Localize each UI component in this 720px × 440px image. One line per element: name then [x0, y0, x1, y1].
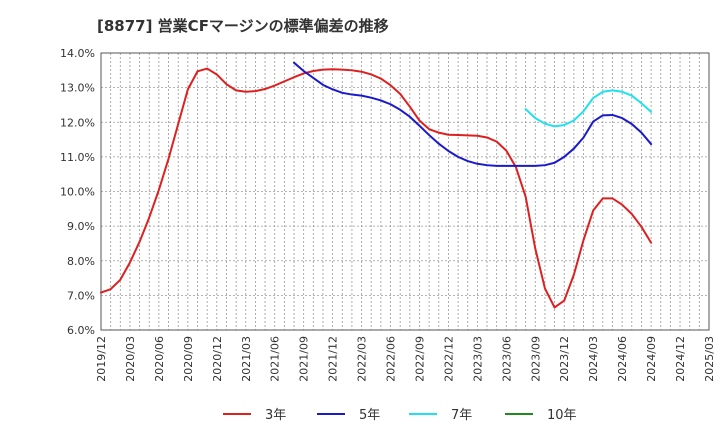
y-tick-label: 6.0%	[67, 324, 95, 337]
x-tick-label: 2020/12	[211, 336, 224, 382]
y-tick-label: 12.0%	[60, 116, 95, 129]
x-tick-label: 2024/09	[645, 336, 658, 382]
x-tick-label: 2021/06	[269, 336, 282, 382]
x-tick-label: 2020/09	[182, 336, 195, 382]
series-line-2	[293, 61, 653, 167]
x-tick-label: 2023/09	[529, 336, 542, 382]
x-tick-label: 2022/12	[442, 336, 455, 382]
x-tick-label: 2024/03	[587, 336, 600, 382]
legend-label: 5年	[359, 408, 380, 423]
x-tick-label: 2022/03	[356, 336, 369, 382]
y-tick-label: 11.0%	[60, 151, 95, 164]
legend-label: 10年	[547, 408, 577, 423]
axis-layer: 6.0% 7.0% 8.0% 9.0% 10.0% 11.0% 12.0% 13.0% 14.0…	[60, 47, 716, 382]
x-tick-label: 2021/09	[298, 336, 311, 382]
series-line-3	[524, 89, 653, 128]
y-tick-label: 13.0%	[60, 82, 95, 95]
grid-layer	[100, 52, 710, 331]
x-tick-label: 2024/12	[674, 336, 687, 382]
x-tick-label: 2019/12	[95, 336, 108, 382]
y-tick-label: 9.0%	[67, 220, 95, 233]
y-tick-label: 8.0%	[67, 255, 95, 268]
x-tick-label: 2024/06	[616, 336, 629, 382]
y-tick-label: 14.0%	[60, 47, 95, 60]
x-tick-label: 2025/03	[703, 336, 716, 382]
x-tick-label: 2020/06	[153, 336, 166, 382]
x-tick-label: 2020/03	[124, 336, 137, 382]
y-tick-label: 10.0%	[60, 186, 95, 199]
x-tick-label: 2023/12	[558, 336, 571, 382]
x-tick-label: 2022/09	[413, 336, 426, 382]
legend-label: 7年	[451, 408, 472, 423]
x-tick-label: 2021/03	[240, 336, 253, 382]
x-tick-label: 2023/06	[500, 336, 513, 382]
chart-title: [8877] 営業CFマージンの標準偏差の推移	[97, 17, 389, 35]
legend-label: 3年	[265, 408, 286, 423]
x-tick-label: 2023/03	[471, 336, 484, 382]
legend: 3年 5年 7年 10年	[223, 408, 577, 423]
y-tick-label: 7.0%	[67, 289, 95, 302]
series-layer	[100, 61, 653, 309]
plot-frame	[100, 52, 710, 331]
x-tick-label: 2021/12	[327, 336, 340, 382]
x-tick-label: 2022/06	[385, 336, 398, 382]
series-line-1	[100, 67, 653, 309]
